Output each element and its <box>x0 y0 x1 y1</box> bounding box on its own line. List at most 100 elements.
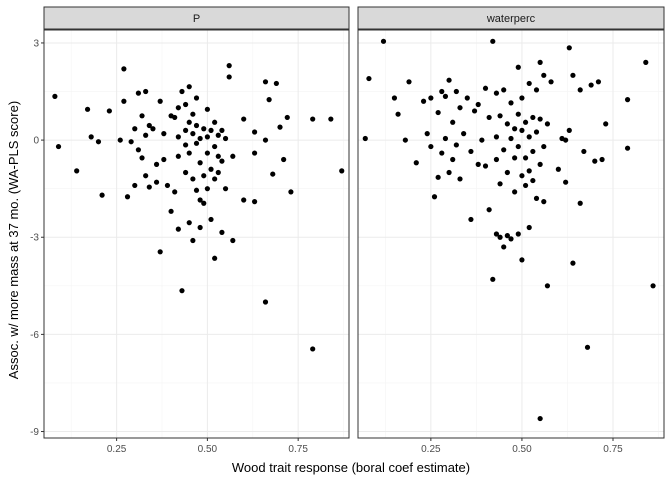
data-point <box>135 147 142 153</box>
data-point <box>508 236 514 242</box>
data-point <box>226 63 232 69</box>
data-point <box>74 168 80 174</box>
data-point <box>150 126 156 132</box>
data-point <box>161 131 167 137</box>
data-point <box>157 249 163 255</box>
data-point <box>215 153 221 159</box>
data-point <box>431 194 438 200</box>
panel-background <box>358 30 664 438</box>
data-point <box>624 145 631 151</box>
data-point <box>230 237 236 244</box>
data-point <box>588 82 594 88</box>
data-point <box>204 186 210 192</box>
x-tick-label: 0.75 <box>288 444 308 455</box>
data-point <box>288 189 294 195</box>
data-point <box>99 192 105 198</box>
x-tick-label: 0.50 <box>512 444 532 455</box>
data-point <box>603 121 609 127</box>
data-point <box>453 142 459 148</box>
data-point <box>175 153 181 159</box>
data-point <box>186 150 192 156</box>
data-point <box>453 88 459 95</box>
data-point <box>212 176 218 182</box>
data-point <box>515 231 521 237</box>
data-point <box>215 132 221 138</box>
data-point <box>222 135 229 142</box>
data-point <box>88 134 94 140</box>
data-point <box>204 106 210 112</box>
data-point <box>219 229 225 235</box>
data-point <box>519 173 525 179</box>
data-point <box>515 143 521 150</box>
data-point <box>537 415 543 422</box>
data-point <box>522 155 529 161</box>
data-point <box>273 80 279 87</box>
data-point <box>533 87 540 93</box>
data-point <box>380 38 387 44</box>
data-point <box>204 150 210 156</box>
data-point <box>577 200 583 206</box>
data-point <box>362 135 368 142</box>
facet-strip-label: P <box>193 13 200 25</box>
data-point <box>124 194 131 200</box>
data-point <box>439 150 445 156</box>
data-point <box>153 179 160 185</box>
data-point <box>84 106 91 112</box>
data-point <box>226 74 232 80</box>
data-point <box>435 174 441 180</box>
data-point <box>439 88 445 95</box>
data-point <box>222 186 229 192</box>
data-point <box>544 121 551 127</box>
data-point <box>164 182 171 189</box>
data-point <box>541 72 547 78</box>
data-point <box>490 38 496 44</box>
panel-border <box>357 29 665 439</box>
data-point <box>183 101 189 108</box>
data-point <box>310 346 316 352</box>
data-point <box>183 142 189 148</box>
data-point <box>555 166 561 172</box>
y-tick-label: 3 <box>33 38 39 49</box>
data-point <box>592 158 598 164</box>
data-point <box>512 126 518 132</box>
data-point <box>219 127 225 133</box>
data-point <box>208 127 214 133</box>
data-point <box>212 255 218 261</box>
facet-strip <box>357 6 665 30</box>
data-point <box>201 173 207 179</box>
data-point <box>624 97 631 103</box>
data-point <box>190 111 196 117</box>
data-point <box>533 129 540 135</box>
data-point <box>584 344 591 350</box>
data-point <box>230 153 236 159</box>
data-point <box>135 90 142 96</box>
data-point <box>270 171 276 177</box>
data-point <box>139 155 145 161</box>
data-point <box>497 234 503 240</box>
data-point <box>339 168 345 174</box>
data-point <box>117 137 123 143</box>
x-axis-title: Wood trait response (boral coef estimate… <box>232 460 470 475</box>
panel-waterperc: waterperc <box>357 6 665 439</box>
y-tick-label: -3 <box>30 233 39 244</box>
data-point <box>190 176 196 182</box>
data-point <box>197 197 203 203</box>
data-point <box>366 75 372 82</box>
data-point <box>157 98 163 104</box>
data-point <box>262 299 269 305</box>
data-point <box>406 79 412 85</box>
data-point <box>193 140 200 146</box>
data-point <box>391 95 398 101</box>
data-point <box>501 87 507 93</box>
data-point <box>566 45 572 51</box>
data-point <box>450 156 456 163</box>
data-point <box>450 119 456 125</box>
data-point <box>482 85 489 91</box>
data-point <box>197 135 203 142</box>
data-point <box>121 98 127 104</box>
data-point <box>530 148 536 155</box>
data-point <box>212 119 218 125</box>
data-point <box>541 143 547 150</box>
data-point <box>599 156 605 163</box>
